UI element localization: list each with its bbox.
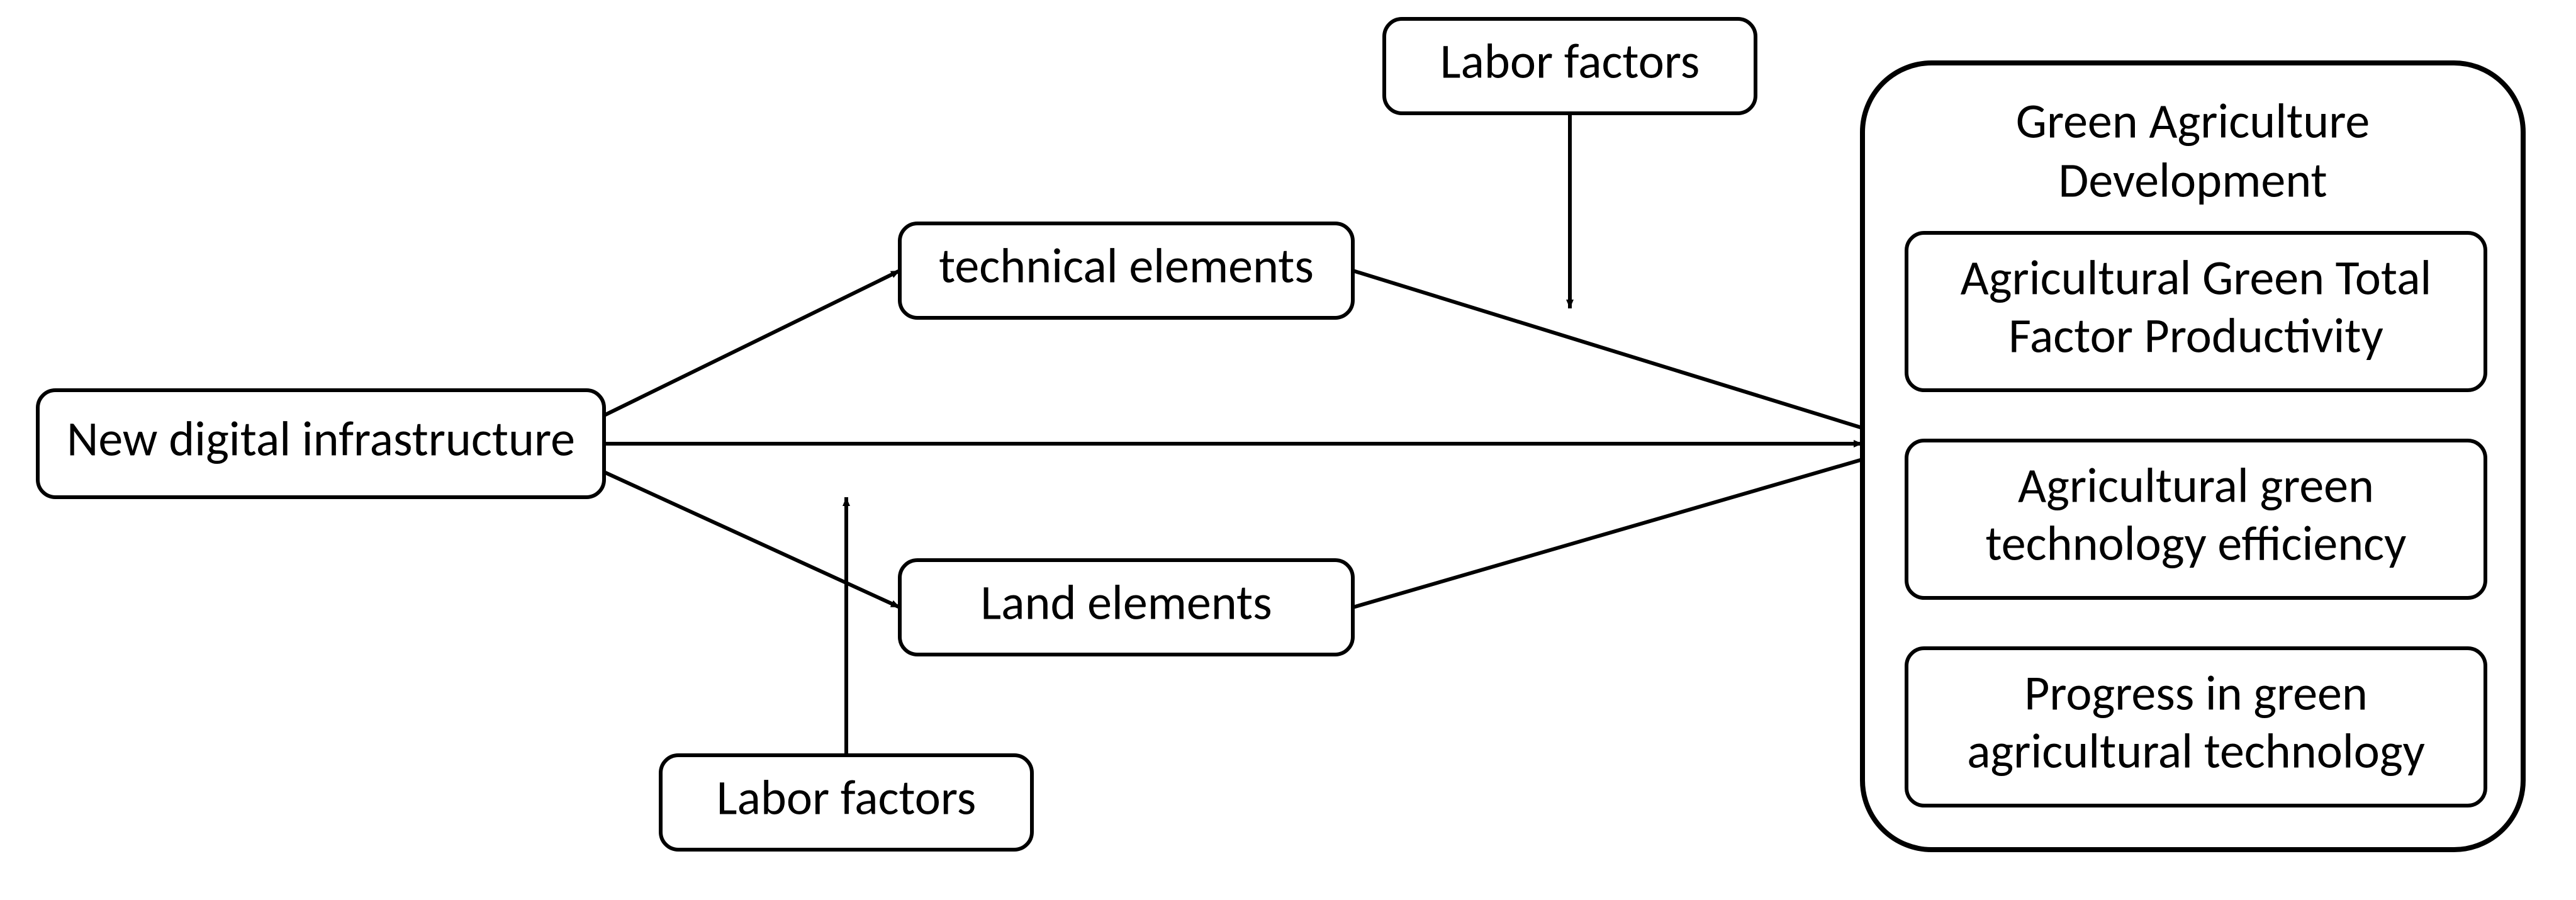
labor_top-node: Labor factors [1384, 19, 1756, 113]
panel-title: Development [2058, 150, 2327, 210]
edge [604, 472, 900, 607]
panel-box3-label: Progress in green [2024, 663, 2368, 723]
panel-box2-label: technology efficiency [1986, 514, 2407, 573]
labor_top-node-label: Labor factors [1440, 31, 1700, 91]
land-node-label: Land elements [980, 573, 1272, 633]
ndi-node: New digital infrastructure [38, 390, 604, 497]
labor_bot-node-label: Labor factors [717, 768, 977, 828]
panel-box2-label: Agricultural green [2018, 456, 2374, 515]
edges-layer [604, 113, 1862, 755]
panel-box1: Agricultural Green TotalFactor Productiv… [1907, 233, 2485, 390]
edge [604, 271, 900, 415]
edge [1353, 271, 1862, 428]
edge [1353, 459, 1862, 607]
tech-node: technical elements [900, 223, 1353, 318]
panel-title: Green Agriculture [2016, 91, 2370, 151]
panel-box1-label: Factor Productivity [2008, 306, 2383, 366]
panel-box1-label: Agricultural Green Total [1961, 248, 2432, 308]
land-node: Land elements [900, 560, 1353, 655]
panel-box3: Progress in greenagricultural technology [1907, 648, 2485, 806]
panel-box3-label: agricultural technology [1967, 721, 2425, 781]
panel-box2: Agricultural greentechnology efficiency [1907, 441, 2485, 598]
tech-node-label: technical elements [939, 236, 1314, 296]
labor_bot-node: Labor factors [661, 755, 1032, 850]
ndi-node-label: New digital infrastructure [67, 409, 575, 469]
